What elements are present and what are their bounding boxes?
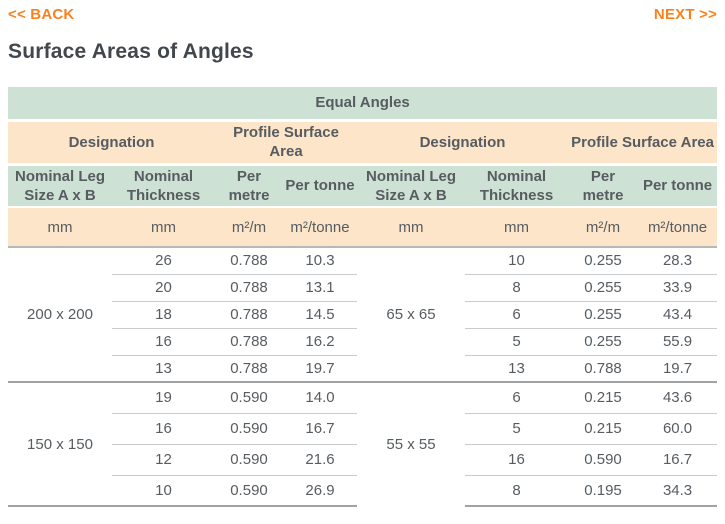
thickness-cell: 16 [112,327,215,355]
per-metre-cell: 0.788 [568,354,638,382]
per-tonne-cell: 19.7 [638,354,718,382]
table-row: 200 x 200 26 0.788 10.3 65 x 65 10 0.255 28.3 [8,246,718,382]
designation-cell: 55 x 55 [357,381,465,506]
per-tonne-cell: 16.7 [638,443,718,475]
thickness-cell: 19 [112,381,215,413]
table-row: 150 x 150 19 0.590 14.0 55 x 55 6 0.215 43.6 [8,381,718,507]
per-metre-cell: 0.590 [215,412,283,444]
per-metre-cell: 0.788 [215,327,283,355]
table-header: Equal Angles Designation Profile Surface… [8,87,718,247]
per-tonne-cell: 13.1 [283,273,357,301]
units-mm: mm [465,207,568,247]
top-navigation: << BACK NEXT >> [0,0,725,23]
per-metre-cell: 0.215 [568,412,638,444]
units-mm: mm [112,207,215,247]
column-header-row: Nominal Leg Size A x B Nominal Thickness… [8,164,718,208]
per-metre-cell: 0.788 [215,273,283,301]
table-row: 12 0.590 21.6 16 0.590 16.7 [8,443,718,475]
per-tonne-cell: 19.7 [283,354,357,382]
per-metre-cell: 0.590 [568,443,638,475]
designation-cell: 200 x 200 [8,246,112,382]
units-row: mm mm m²/m m²/tonne mm mm m²/m m²/tonne [8,207,718,247]
thickness-cell: 5 [465,327,568,355]
table-row: 16 0.788 16.2 5 0.255 55.9 [8,327,718,355]
per-tonne-cell: 26.9 [283,474,357,507]
profile-surface-area-header: Profile Surface Area [568,120,718,166]
leg-size-header: Nominal Leg Size A x B [8,164,112,208]
table-row: 10 0.590 26.9 8 0.195 34.3 [8,474,718,507]
table-title-row: Equal Angles [8,87,718,122]
table-title: Equal Angles [8,87,718,122]
thickness-cell: 13 [112,354,215,382]
per-metre-cell: 0.255 [568,300,638,328]
per-tonne-header: Per tonne [638,164,718,208]
per-metre-header: Per metre [215,164,283,208]
thickness-header: Nominal Thickness [465,164,568,208]
table-row: 20 0.788 13.1 8 0.255 33.9 [8,273,718,301]
thickness-cell: 16 [465,443,568,475]
profile-surface-area-header: Profile Surface Area [215,120,357,166]
thickness-cell: 5 [465,412,568,444]
units-mm: mm [8,207,112,247]
next-link[interactable]: NEXT >> [653,6,717,23]
per-tonne-cell: 43.6 [638,381,718,413]
thickness-cell: 16 [112,412,215,444]
per-tonne-cell: 16.2 [283,327,357,355]
thickness-header: Nominal Thickness [112,164,215,208]
per-tonne-cell: 10.3 [283,246,357,274]
thickness-cell: 8 [465,474,568,507]
units-m2-per-tonne: m²/tonne [283,207,357,247]
designation-cell: 150 x 150 [8,381,112,507]
per-metre-cell: 0.195 [568,474,638,507]
equal-angles-table: Equal Angles Designation Profile Surface… [8,87,718,507]
per-tonne-cell: 60.0 [638,412,718,444]
designation-cell: 65 x 65 [357,246,465,382]
thickness-cell: 13 [465,354,568,382]
per-metre-cell: 0.255 [568,327,638,355]
thickness-cell: 26 [112,246,215,274]
per-tonne-cell: 21.6 [283,443,357,475]
units-mm: mm [357,207,465,247]
per-tonne-cell: 43.4 [638,300,718,328]
thickness-cell: 18 [112,300,215,328]
designation-header: Designation [357,120,568,166]
per-metre-cell: 0.788 [215,300,283,328]
per-tonne-cell: 14.0 [283,381,357,413]
thickness-cell: 6 [465,381,568,413]
thickness-cell: 10 [465,246,568,274]
thickness-cell: 6 [465,300,568,328]
thickness-cell: 12 [112,443,215,475]
per-metre-cell: 0.215 [568,381,638,413]
units-m2-per-m: m²/m [568,207,638,247]
per-tonne-cell: 34.3 [638,474,718,507]
per-tonne-cell: 16.7 [283,412,357,444]
per-metre-cell: 0.590 [215,443,283,475]
back-link[interactable]: << BACK [8,6,75,23]
per-tonne-cell: 33.9 [638,273,718,301]
table-body: 200 x 200 26 0.788 10.3 65 x 65 10 0.255 28.3 20… [8,246,718,507]
per-metre-cell: 0.255 [568,246,638,274]
per-tonne-cell: 28.3 [638,246,718,274]
per-metre-cell: 0.590 [215,474,283,507]
per-tonne-cell: 14.5 [283,300,357,328]
designation-header: Designation [8,120,215,166]
leg-size-header: Nominal Leg Size A x B [357,164,465,208]
per-metre-cell: 0.255 [568,273,638,301]
per-tonne-cell: 55.9 [638,327,718,355]
per-metre-cell: 0.590 [215,381,283,413]
page-title: Surface Areas of Angles [8,40,254,63]
units-m2-per-m: m²/m [215,207,283,247]
per-metre-header: Per metre [568,164,638,208]
thickness-cell: 20 [112,273,215,301]
thickness-cell: 10 [112,474,215,507]
per-metre-cell: 0.788 [215,354,283,382]
table-row: 13 0.788 19.7 13 0.788 19.7 [8,354,718,382]
units-m2-per-tonne: m²/tonne [638,207,718,247]
per-metre-cell: 0.788 [215,246,283,274]
thickness-cell: 8 [465,273,568,301]
group-header-row: Designation Profile Surface Area Designa… [8,120,718,166]
table-row: 16 0.590 16.7 5 0.215 60.0 [8,412,718,444]
table-row: 18 0.788 14.5 6 0.255 43.4 [8,300,718,328]
per-tonne-header: Per tonne [283,164,357,208]
